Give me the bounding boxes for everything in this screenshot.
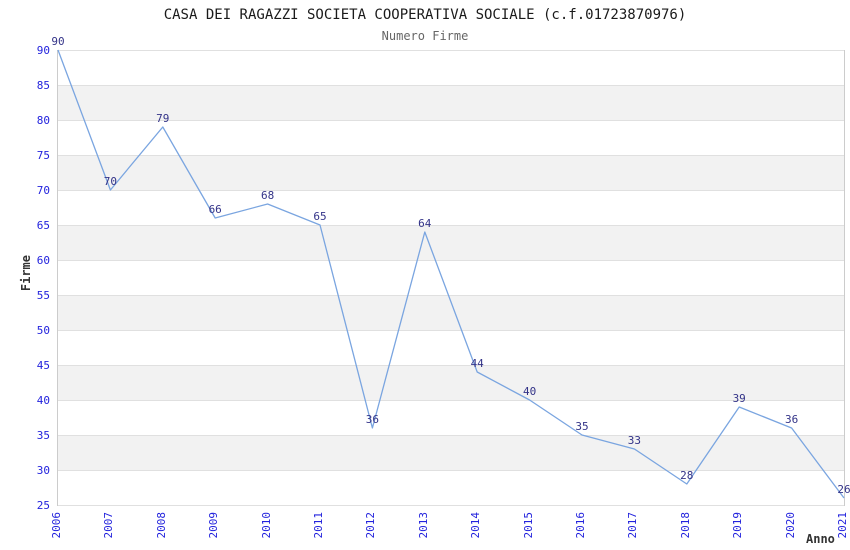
- gridline: [58, 119, 844, 121]
- y-tick-label: 55: [36, 288, 50, 302]
- y-tick-label: 85: [36, 78, 50, 92]
- x-tick-label: 2014: [469, 512, 483, 539]
- x-tick-label: 2008: [154, 512, 168, 539]
- y-tick-label: 45: [36, 358, 50, 372]
- chart-subtitle: Numero Firme: [381, 29, 469, 43]
- grid-band: [58, 85, 844, 120]
- grid-band: [58, 225, 844, 260]
- data-point-label: 36: [784, 413, 799, 426]
- x-tick-label: 2013: [416, 512, 430, 539]
- plot-area: 90 70 79 66 68 65 36 64 44 40 35 33 28 39 36 26: [51, 36, 850, 506]
- y-tick-label: 30: [36, 463, 50, 477]
- y-tick-label: 90: [36, 43, 50, 57]
- data-point-label: 33: [627, 434, 642, 447]
- y-tick-label: 40: [36, 393, 50, 407]
- x-tick-label: 2017: [626, 512, 640, 539]
- gridline: [58, 259, 844, 261]
- gridline: [58, 49, 844, 51]
- x-tick-label: 2009: [207, 512, 221, 539]
- y-tick-label: 50: [36, 323, 50, 337]
- y-tick-label: 70: [36, 183, 50, 197]
- gridline: [58, 364, 844, 366]
- x-tick-label: 2016: [574, 512, 587, 539]
- series-polyline: [57, 49, 845, 499]
- grid-band: [58, 435, 844, 470]
- gridline: [58, 84, 844, 86]
- gridline: [58, 294, 844, 296]
- gridline: [58, 329, 844, 331]
- gridline: [58, 434, 844, 436]
- data-point-label: 66: [208, 203, 222, 216]
- y-tick-label: 25: [36, 498, 50, 512]
- x-tick-label: 2019: [731, 512, 745, 539]
- y-tick-label: 75: [36, 148, 50, 162]
- data-point-label: 28: [680, 469, 694, 482]
- data-point-label: 65: [313, 210, 327, 223]
- x-tick-label: 2007: [102, 512, 116, 539]
- x-tick-label: 2011: [312, 512, 325, 539]
- x-tick-label: 2010: [259, 512, 273, 539]
- gridline: [58, 399, 844, 401]
- series-line: [57, 49, 845, 499]
- x-tick-label: 2015: [521, 512, 535, 539]
- data-point-label: 68: [260, 189, 275, 202]
- x-tick-label: 2020: [783, 512, 797, 539]
- x-tick-label: 2018: [678, 512, 692, 539]
- data-point-label: 39: [732, 392, 746, 405]
- x-axis-title: Anno: [806, 532, 835, 546]
- data-point-label: 70: [103, 175, 118, 188]
- data-point-label: 44: [470, 357, 484, 370]
- y-tick-label: 80: [36, 113, 50, 127]
- data-point-label: 35: [575, 420, 589, 433]
- gridline: [58, 154, 844, 156]
- gridline: [58, 504, 844, 506]
- gridline: [58, 224, 844, 226]
- gridline: [58, 189, 844, 191]
- y-tick-label: 60: [36, 253, 50, 267]
- gridline: [58, 469, 844, 471]
- data-point-label: 64: [418, 217, 432, 230]
- data-point-label: 40: [522, 385, 537, 398]
- chart-title: CASA DEI RAGAZZI SOCIETA COOPERATIVA SOC…: [163, 7, 687, 23]
- x-tick-label: 2012: [364, 512, 378, 539]
- y-tick-label: 35: [36, 428, 50, 442]
- data-point-label: 26: [837, 483, 850, 496]
- x-tick-label: 2021: [836, 512, 849, 539]
- data-point-label: 79: [156, 112, 170, 125]
- x-tick-label: 2006: [50, 512, 63, 539]
- data-point-label: 90: [51, 35, 65, 48]
- grid-band: [58, 365, 844, 400]
- y-tick-label: 65: [36, 218, 50, 232]
- data-point-label: 36: [365, 413, 380, 426]
